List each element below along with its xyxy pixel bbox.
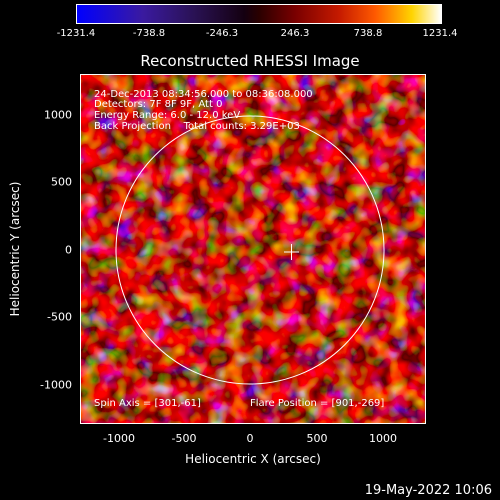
y-tick: 500: [51, 175, 72, 189]
colorbar-tick: 738.8: [353, 28, 383, 39]
x-axis-label: Heliocentric X (arcsec): [185, 452, 321, 466]
timestamp: 19-May-2022 10:06: [364, 483, 492, 498]
image-texture: [81, 75, 425, 423]
flare-position-label: Flare Position = [901,-269]: [250, 398, 385, 409]
x-tick: 0: [246, 432, 254, 445]
colorbar-tick: -1231.4: [56, 28, 96, 39]
x-tick: 1000: [369, 432, 397, 445]
info-energy-range: Energy Range: 6.0 - 12.0 keV: [94, 110, 241, 121]
colorbar-tick: -246.3: [205, 28, 239, 39]
y-tick: 0: [65, 243, 72, 257]
colorbar-tick: 246.3: [280, 28, 310, 39]
x-tick: -1000: [103, 432, 135, 445]
spin-axis-marker: [284, 244, 299, 260]
info-time-range: 24-Dec-2013 08:34:56.000 to 08:36:08.000: [94, 89, 313, 100]
y-tick: -500: [47, 310, 72, 324]
spin-axis-label: Spin Axis = [301,-61]: [94, 398, 201, 409]
image-title: Reconstructed RHESSI Image: [140, 52, 360, 70]
x-tick: 500: [306, 432, 328, 445]
reconstructed-image: [81, 75, 425, 423]
y-tick: -1000: [40, 378, 72, 392]
solar-limb-circle: [115, 115, 385, 385]
colorbar-tick: -738.8: [132, 28, 166, 39]
y-axis-label: Heliocentric Y (arcsec): [8, 181, 22, 317]
colorbar: [76, 4, 442, 24]
info-detectors: Detectors: 7F 8F 9F, Att 0: [94, 99, 223, 110]
colorbar-tick: 1231.4: [422, 28, 458, 39]
x-tick: -500: [171, 432, 197, 445]
y-tick: 1000: [44, 108, 72, 122]
info-method-counts: Back Projection Total counts: 3.29E+03: [94, 121, 300, 132]
image-plot: [80, 74, 426, 424]
